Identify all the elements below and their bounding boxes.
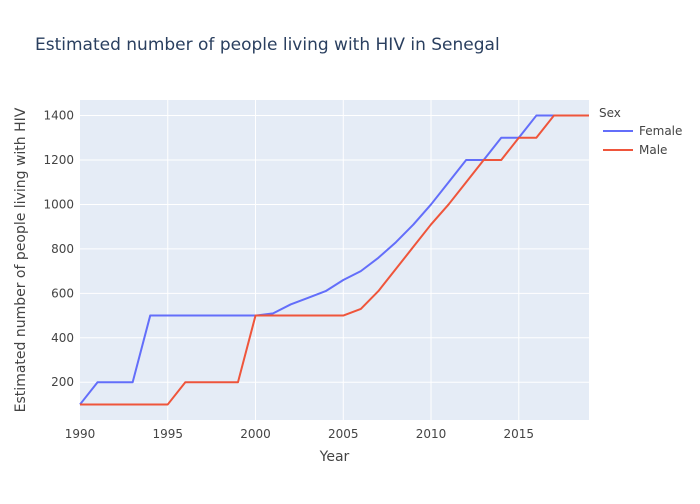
y-tick-label: 1200 (43, 153, 74, 167)
legend-label: Male (639, 143, 667, 157)
x-tick-label: 1990 (65, 427, 96, 441)
x-tick-label: 1995 (152, 427, 183, 441)
legend-item-female[interactable]: Female (603, 124, 682, 138)
y-tick-label: 400 (51, 331, 74, 345)
y-axis-label: Estimated number of people living with H… (13, 107, 29, 412)
x-tick-labels: 1990 1995 2000 2005 2010 2015 (65, 427, 534, 441)
x-tick-label: 2000 (240, 427, 271, 441)
legend-items[interactable]: Female Male (603, 124, 682, 157)
series-line-male[interactable] (80, 114, 589, 406)
y-tick-label: 200 (51, 375, 74, 389)
x-tick-label: 2005 (328, 427, 359, 441)
y-tick-labels: 200 400 600 800 1000 1200 1400 (43, 109, 74, 390)
plot-area (80, 100, 589, 420)
series-lines (79, 114, 589, 406)
x-axis-label: Year (319, 449, 350, 465)
legend-label: Female (639, 124, 682, 138)
y-tick-label: 1000 (43, 197, 74, 211)
y-tick-label: 1400 (43, 109, 74, 123)
x-tick-label: 2015 (504, 427, 535, 441)
series-line-female[interactable] (79, 114, 589, 406)
y-tick-label: 600 (51, 286, 74, 300)
legend-item-male[interactable]: Male (603, 143, 667, 157)
grid-lines (80, 100, 589, 420)
y-tick-label: 800 (51, 242, 74, 256)
legend[interactable]: Sex Female Male (599, 106, 682, 157)
legend-title: Sex (599, 106, 621, 120)
x-tick-label: 2010 (416, 427, 447, 441)
chart-title: Estimated number of people living with H… (35, 35, 500, 55)
